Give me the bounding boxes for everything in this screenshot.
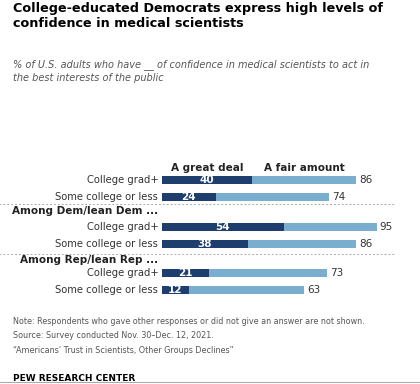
Bar [162,269,209,277]
Text: 74: 74 [332,192,345,202]
Text: “Americans’ Trust in Scientists, Other Groups Declines”: “Americans’ Trust in Scientists, Other G… [13,346,234,355]
Text: 12: 12 [168,285,183,295]
Text: Source: Survey conducted Nov. 30–Dec. 12, 2021.: Source: Survey conducted Nov. 30–Dec. 12… [13,331,213,340]
Text: 86: 86 [359,239,372,249]
Text: Among Dem/lean Dem ...: Among Dem/lean Dem ... [12,206,158,216]
Text: Among Rep/lean Rep ...: Among Rep/lean Rep ... [20,255,158,265]
Bar [162,240,356,248]
Bar [162,193,329,201]
Bar [162,193,216,201]
Bar [162,286,189,294]
Text: Some college or less: Some college or less [55,192,158,202]
Bar [162,223,284,231]
Text: 63: 63 [307,285,320,295]
Text: A great deal: A great deal [171,163,243,173]
Bar [162,286,304,294]
Text: 86: 86 [359,175,372,185]
Bar [162,269,327,277]
Text: 54: 54 [215,222,230,232]
Text: 24: 24 [181,192,196,202]
Text: College-educated Democrats express high levels of
confidence in medical scientis: College-educated Democrats express high … [13,2,383,30]
Text: College grad+: College grad+ [87,268,158,278]
Text: % of U.S. adults who have __ of confidence in medical scientists to act in
the b: % of U.S. adults who have __ of confiden… [13,60,369,83]
Text: A fair amount: A fair amount [264,163,345,173]
Text: 73: 73 [330,268,343,278]
Bar [162,240,248,248]
Text: 38: 38 [197,239,212,249]
Text: College grad+: College grad+ [87,222,158,232]
Text: 21: 21 [178,268,193,278]
Text: Note: Respondents who gave other responses or did not give an answer are not sho: Note: Respondents who gave other respons… [13,317,364,326]
Text: 40: 40 [200,175,214,185]
Bar [162,176,356,184]
Text: Some college or less: Some college or less [55,239,158,249]
Bar [162,223,377,231]
Text: 95: 95 [379,222,393,232]
Bar [162,176,252,184]
Text: Some college or less: Some college or less [55,285,158,295]
Text: College grad+: College grad+ [87,175,158,185]
Text: PEW RESEARCH CENTER: PEW RESEARCH CENTER [13,374,135,383]
